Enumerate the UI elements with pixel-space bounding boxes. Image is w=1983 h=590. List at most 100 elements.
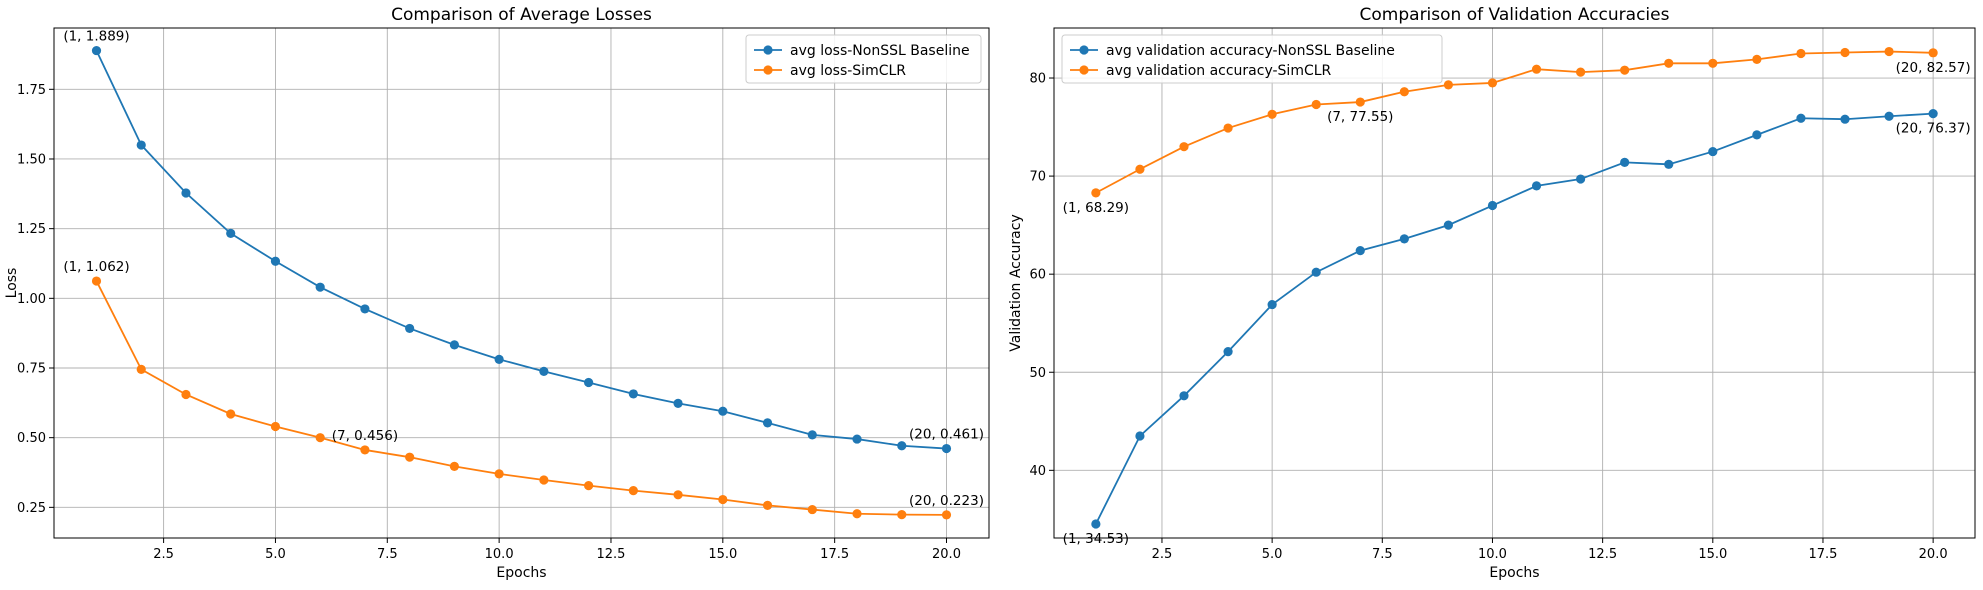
y-tick-label: 80 [1029, 72, 1046, 87]
data-point [1884, 111, 1894, 121]
data-point [584, 377, 594, 388]
annotations: (1, 1.889) (20, 0.461) (1, 1.062) (7, 0.456… [63, 29, 984, 509]
data-point [270, 421, 281, 432]
data-point [1091, 519, 1101, 529]
plot-frame [53, 27, 990, 539]
x-tick-label: 5.0 [265, 547, 286, 562]
data-point [1091, 188, 1101, 198]
series-lines [1091, 46, 1938, 529]
data-point [1840, 47, 1850, 58]
y-tick-label: 1.50 [17, 152, 46, 167]
x-tick-label: 12.5 [1588, 547, 1617, 562]
annotation-label: (7, 0.456) [332, 428, 398, 444]
x-tick-label: 10.0 [485, 547, 514, 562]
data-point [1708, 58, 1718, 68]
data-point [136, 364, 146, 374]
data-point [897, 509, 907, 520]
series-line [1095, 112, 1934, 525]
data-point [1531, 181, 1542, 191]
gridlines [54, 28, 989, 538]
annotation-label: (1, 34.53) [1063, 531, 1129, 547]
data-point [1576, 174, 1586, 184]
x-tick-label: 15.0 [708, 547, 737, 562]
x-tick-label: 5.0 [1262, 547, 1283, 562]
legend-swatch-marker [1079, 45, 1089, 55]
data-point [1884, 46, 1894, 57]
data-point [1179, 142, 1189, 152]
y-tick-label: 60 [1029, 268, 1046, 283]
annotation-label: (20, 76.37) [1896, 121, 1971, 137]
legend-swatch-marker [1079, 65, 1089, 75]
annotation-label: (20, 0.223) [909, 493, 984, 509]
legend-entry: avg loss-NonSSL Baseline [790, 43, 970, 59]
y-tick-label: 0.75 [17, 362, 46, 377]
data-point [1311, 267, 1321, 277]
x-axis-label: Epochs [496, 565, 546, 581]
data-point [1752, 54, 1762, 64]
y-tick-label: 40 [1029, 464, 1046, 479]
data-point [941, 443, 952, 454]
legend-entry: avg validation accuracy-NonSSL Baseline [1106, 43, 1395, 59]
ticks: 2.5 5.0 7.5 10.0 12.5 15.0 17.5 20.0 0.25 0.50 0.7… [17, 83, 961, 562]
plot-frame [1053, 27, 1976, 539]
x-axis-label: Epochs [1489, 565, 1539, 581]
data-point [1620, 65, 1630, 75]
y-axis-label: Loss [4, 268, 20, 299]
data-point [1223, 123, 1233, 133]
data-point [494, 354, 504, 364]
data-point [628, 389, 638, 399]
data-point [1267, 299, 1277, 310]
data-point [1928, 48, 1938, 58]
data-point [1443, 220, 1453, 230]
data-point [1267, 109, 1277, 119]
data-point [1796, 113, 1806, 123]
data-point [1399, 234, 1409, 244]
data-point [226, 409, 236, 419]
legend-swatch-marker [763, 45, 773, 55]
series-line [95, 280, 947, 516]
y-tick-label: 1.25 [17, 222, 46, 237]
data-point [181, 389, 191, 400]
data-point [1928, 109, 1938, 119]
data-point [405, 452, 415, 462]
data-point [449, 461, 459, 471]
data-point [315, 433, 325, 443]
accuracy-chart: Comparison of Validation Accuracies Epoc… [1008, 5, 1976, 581]
data-point [1487, 200, 1498, 211]
x-tick-label: 20.0 [932, 547, 961, 562]
annotation-label: (1, 68.29) [1063, 200, 1129, 216]
data-point [1223, 347, 1233, 357]
x-tick-label: 2.5 [1152, 547, 1173, 562]
data-point [584, 481, 594, 491]
data-point [405, 323, 415, 334]
annotation-label: (7, 77.55) [1327, 109, 1393, 125]
data-point [1664, 159, 1674, 169]
annotation-label: (1, 1.889) [63, 29, 129, 45]
series-lines [91, 45, 952, 520]
data-point [897, 441, 907, 451]
data-point [539, 475, 549, 485]
data-point [718, 406, 728, 416]
data-point [315, 282, 325, 292]
legend-entry: avg loss-SimCLR [790, 63, 906, 79]
data-point [449, 340, 459, 350]
data-point [1355, 246, 1365, 256]
data-point [91, 276, 102, 286]
data-point [1135, 431, 1145, 441]
legend: avg loss-NonSSL Baseline avg loss-SimCLR [745, 34, 982, 84]
y-tick-label: 1.75 [17, 83, 46, 98]
y-tick-label: 70 [1029, 170, 1046, 185]
chart-title: Comparison of Average Losses [391, 5, 652, 25]
data-point [852, 434, 862, 444]
legend-entry: avg validation accuracy-SimCLR [1106, 63, 1332, 79]
data-point [852, 509, 862, 519]
data-point [1531, 64, 1542, 74]
x-tick-label: 12.5 [596, 547, 625, 562]
annotation-label: (1, 1.062) [63, 259, 129, 275]
legend-box [1061, 34, 1443, 84]
y-tick-label: 0.25 [17, 501, 46, 516]
gridlines [1054, 28, 1975, 538]
data-point [360, 304, 370, 314]
data-point [1135, 164, 1145, 174]
loss-chart: Comparison of Average Losses Epochs Loss… [4, 5, 990, 581]
